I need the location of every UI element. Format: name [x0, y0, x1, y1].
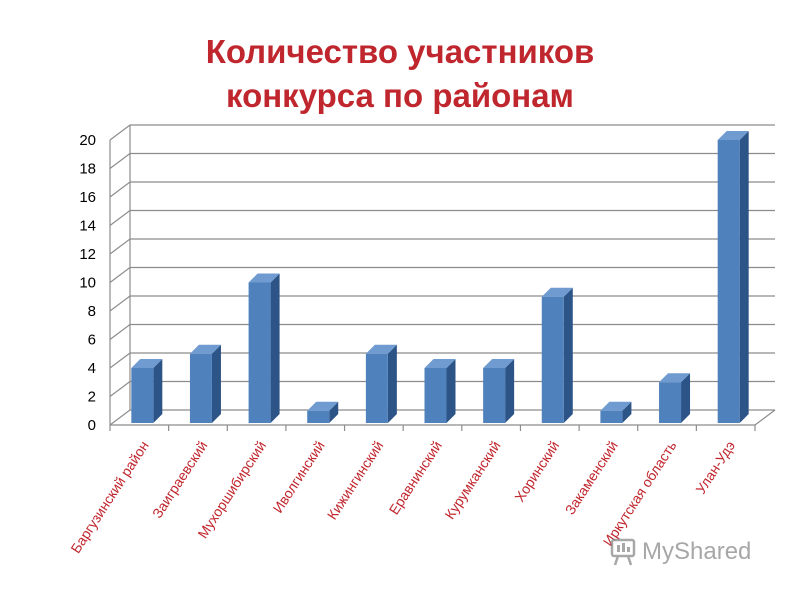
bar-front-8 — [600, 410, 623, 423]
y-tick-label-6: 12 — [79, 246, 96, 263]
bar-front-1 — [189, 353, 212, 423]
bar-side-4 — [387, 344, 397, 423]
bar-4 — [365, 344, 397, 423]
bar-front-5 — [424, 368, 447, 423]
x-category-label-6: Курумканский — [441, 438, 503, 522]
bar-9 — [659, 373, 691, 423]
bar-side-8 — [622, 401, 632, 423]
bar-side-3 — [329, 401, 339, 423]
gridline-side-3 — [109, 324, 131, 340]
bar-top-2 — [248, 273, 280, 283]
bar-top-5 — [424, 359, 456, 368]
bar-front-4 — [365, 353, 388, 423]
bar-10 — [717, 131, 749, 423]
bar-front-7 — [541, 296, 564, 423]
bar-front-9 — [659, 382, 682, 423]
y-tick-label-1: 2 — [88, 389, 96, 406]
gridline-side-0 — [109, 409, 131, 426]
bar-front-3 — [307, 410, 330, 423]
y-tick-label-0: 0 — [88, 417, 96, 434]
bar-3 — [307, 401, 339, 423]
bar-top-10 — [717, 131, 749, 140]
x-category-label-7: Хоринский — [511, 438, 562, 505]
chart-title-line-1: Количество участников — [205, 33, 595, 70]
bar-front-10 — [717, 140, 740, 423]
bar-top-7 — [541, 287, 573, 297]
gridline-side-1 — [109, 381, 131, 397]
y-tick-label-4: 8 — [88, 303, 96, 320]
bar-6 — [483, 359, 515, 423]
bar-7 — [541, 287, 573, 423]
x-category-label-1: Заиграевский — [149, 438, 211, 521]
gridline-side-8 — [109, 181, 131, 198]
bar-8 — [600, 401, 632, 423]
x-category-label-5: Еравнинский — [386, 438, 445, 518]
gridline-side-10 — [109, 124, 131, 141]
bar-front-2 — [248, 282, 271, 423]
bar-top-0 — [131, 359, 163, 368]
gridline-side-5 — [109, 267, 131, 283]
y-tick-label-5: 10 — [79, 275, 96, 292]
bar-top-6 — [483, 359, 515, 368]
gridline-side-4 — [109, 295, 131, 312]
bar-side-9 — [681, 373, 691, 423]
bar-side-1 — [211, 344, 221, 423]
bar-side-2 — [270, 273, 280, 423]
bar-5 — [424, 359, 456, 423]
bar-top-3 — [307, 401, 339, 411]
y-tick-label-9: 18 — [79, 161, 96, 178]
bar-side-7 — [563, 287, 573, 423]
y-tick-label-10: 20 — [79, 132, 96, 149]
bar-1 — [189, 344, 221, 423]
watermark-text: MyShared — [642, 538, 752, 565]
x-category-label-10: Улан-Удэ — [692, 438, 738, 497]
gridline-side-6 — [109, 238, 131, 255]
x-category-label-8: Закаменский — [562, 438, 621, 517]
y-tick-label-7: 14 — [79, 218, 96, 235]
y-tick-label-8: 16 — [79, 189, 96, 206]
gridline-side-2 — [109, 352, 131, 369]
bar-front-0 — [131, 368, 154, 423]
bar-0 — [131, 359, 163, 423]
bar-top-9 — [659, 373, 691, 383]
gridline-side-9 — [109, 153, 131, 169]
floor-right-edge — [754, 409, 776, 426]
x-category-label-0: Баргузинский район — [67, 438, 151, 556]
bar-side-0 — [153, 359, 163, 423]
bar-front-6 — [483, 368, 506, 423]
bar-top-4 — [365, 344, 397, 354]
gridline-side-7 — [109, 210, 131, 226]
bar-top-1 — [189, 344, 221, 354]
bar-side-10 — [739, 131, 749, 423]
chart-title: Количество участников конкурса по района… — [0, 30, 800, 118]
bar-side-6 — [505, 359, 515, 423]
y-tick-label-2: 4 — [88, 360, 96, 377]
x-category-label-4: Кижингинский — [324, 438, 387, 522]
x-category-label-3: Иволгинский — [269, 438, 327, 516]
bar-top-8 — [600, 401, 632, 411]
watermark: MyShared — [610, 537, 751, 567]
bar-side-5 — [446, 359, 456, 423]
myshared-logo-icon — [610, 538, 636, 566]
bar-2 — [248, 273, 280, 423]
y-tick-label-3: 6 — [88, 332, 96, 349]
chart-title-line-2: конкурса по районам — [226, 77, 574, 114]
